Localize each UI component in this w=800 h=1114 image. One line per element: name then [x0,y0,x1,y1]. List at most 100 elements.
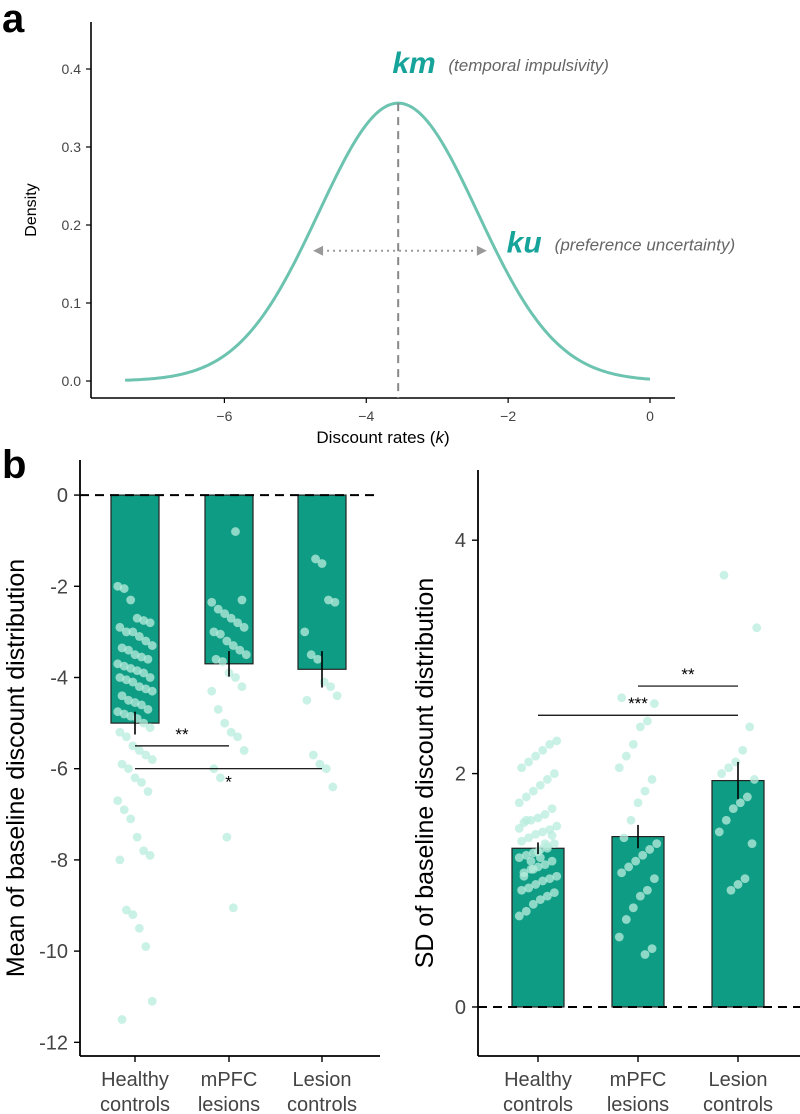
sd-point-g2 [645,845,655,854]
sd-point-g1 [524,757,534,767]
sd-point-g1 [521,906,531,916]
sd-point-g1 [547,831,557,840]
sd-point-g3 [733,880,743,889]
sd-y-tick-label: 4 [455,530,466,552]
mean-point-g2 [231,527,240,536]
sd-point-g1 [540,810,550,819]
mean-point-g3 [300,627,310,637]
mean-bar-3 [297,494,347,670]
sd-point-g1 [524,883,534,893]
mean-point-g2 [233,732,243,742]
sd-point-g1 [517,885,527,895]
mean-point-g2 [220,609,230,619]
sd-x-tick-label-line1: mPFC [610,1069,667,1091]
mean-point-g1 [143,787,153,796]
mean-y-tick-label: -12 [39,1032,68,1054]
mean-significance-label: * [225,773,232,792]
sd-point-g3 [745,722,755,732]
x-label-prefix: Discount rates ( [316,428,435,447]
sd-point-g3 [735,798,745,808]
density-y-tick-label: 0.4 [62,61,82,77]
sd-x-tick-label-line2: controls [503,1094,573,1114]
mean-point-g1 [130,773,140,783]
mean-point-g1 [145,850,155,860]
x-label-symbol: k [435,428,445,447]
sd-point-g1 [517,763,527,773]
sd-point-g1 [552,871,562,881]
mean-point-g1 [126,814,136,824]
sd-bar-2 [611,836,665,1008]
density-y-tick-label: 0.0 [62,373,82,389]
mean-point-g2 [226,613,236,623]
sd-point-g1 [547,804,557,813]
sd-point-g3 [724,763,734,773]
mean-point-g2 [235,645,245,655]
sd-point-g2 [649,874,659,884]
mean-point-g2 [215,773,225,783]
mean-point-g1 [141,750,151,760]
mean-point-g2 [222,636,232,646]
sd-point-g3 [740,874,750,884]
mean-point-g3 [321,764,331,774]
mean-x-tick-label-line2: lesions [198,1094,260,1114]
mean-point-g2 [228,903,238,913]
mean-bar-chart: 0 -2 -4 -6 -8 -10 -12 Mean of baseline discount… [2,460,380,1114]
mean-point-g2 [228,641,238,650]
sd-point-g2 [621,915,631,924]
sd-point-g2 [628,740,638,749]
mean-point-g3 [330,597,340,607]
sd-point-g1 [528,899,538,909]
mean-point-g1 [119,805,129,815]
mean-point-g1 [115,727,125,737]
sd-point-g3 [749,775,759,784]
sd-bar-3 [711,779,765,1008]
mean-point-g2 [237,682,247,692]
density-chart: 0.0 0.1 0.2 0.3 0.4 −6 −4 −2 0 km (temporal imp… [23,22,735,447]
mean-point-g2 [237,595,247,605]
mean-point-g1 [143,654,153,664]
mean-point-g2 [207,597,217,607]
mean-point-g2 [226,727,236,737]
mean-point-g1 [124,645,133,655]
ku-description: (preference uncertainty) [555,235,735,254]
sd-significance-label: *** [628,694,648,713]
sd-point-g1 [552,821,562,831]
sd-point-g2 [642,716,652,726]
mean-point-g1 [117,1015,127,1024]
sd-point-g1 [514,911,524,921]
sd-point-g1 [531,751,541,761]
density-curve [125,101,651,382]
density-x-label: Discount rates (k) [316,428,449,447]
density-x-tick-label: −2 [500,408,516,424]
sd-point-g2 [619,833,629,843]
mean-point-g1 [147,996,157,1006]
sd-point-g1 [545,874,555,884]
mean-y-label: Mean of baseline discount distribution [2,559,30,977]
sd-point-g3 [742,792,752,802]
sd-point-g1 [540,860,550,870]
mean-point-g1 [139,668,149,678]
mean-point-g1 [128,627,138,637]
mean-point-g2 [233,618,243,628]
ku-label: ku [507,226,542,259]
mean-point-g1 [141,636,151,646]
sd-point-g2 [652,839,662,849]
km-label: km [392,47,435,80]
mean-point-g1 [117,691,127,701]
sd-point-g1 [524,833,534,843]
mean-x-tick-label-line1: Healthy [101,1069,169,1091]
sd-point-g1 [549,769,559,778]
sd-point-g1 [538,876,548,886]
density-y-label: Density [23,183,40,236]
sd-point-g3 [738,745,748,755]
sd-significance-label: ** [681,665,695,684]
density-y-tick-label: 0.3 [62,139,82,155]
spread-arrowhead-left [313,245,324,256]
sd-point-g3 [719,570,729,580]
sd-x-tick-label-line1: Lesion [709,1069,768,1091]
mean-point-g1 [128,741,138,751]
sd-point-g1 [538,745,548,755]
mean-point-g2 [218,657,227,666]
sd-point-g2 [614,932,624,942]
